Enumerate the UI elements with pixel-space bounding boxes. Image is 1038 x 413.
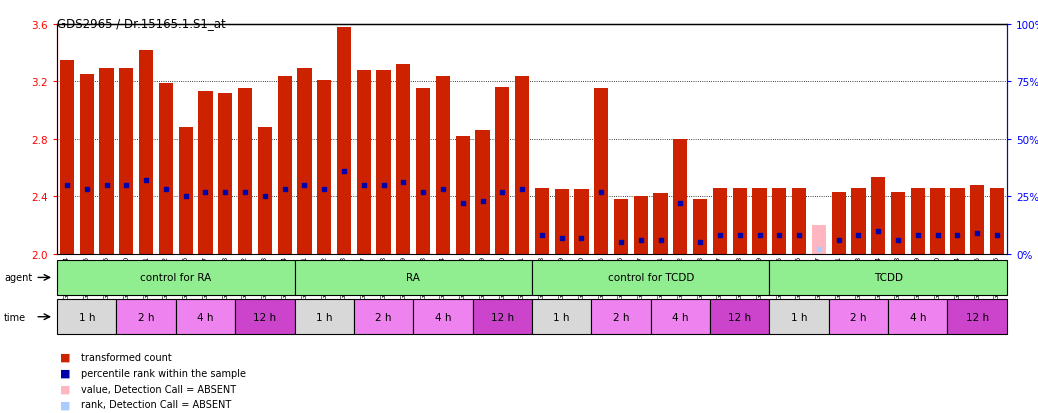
Text: 4 h: 4 h bbox=[909, 312, 926, 322]
Bar bbox=[456, 137, 470, 254]
Bar bbox=[554, 190, 569, 254]
Text: agent: agent bbox=[4, 273, 32, 283]
Bar bbox=[733, 188, 747, 254]
Bar bbox=[377, 71, 390, 254]
Bar bbox=[831, 192, 846, 254]
Text: rank, Detection Call = ABSENT: rank, Detection Call = ABSENT bbox=[81, 399, 231, 409]
Bar bbox=[910, 188, 925, 254]
Bar bbox=[930, 188, 945, 254]
Text: 12 h: 12 h bbox=[491, 312, 514, 322]
Bar bbox=[357, 71, 371, 254]
Bar bbox=[159, 83, 173, 254]
Bar bbox=[971, 185, 984, 254]
Text: percentile rank within the sample: percentile rank within the sample bbox=[81, 368, 246, 378]
Bar bbox=[80, 75, 93, 254]
Bar bbox=[753, 188, 767, 254]
Bar bbox=[950, 188, 964, 254]
Bar bbox=[792, 188, 807, 254]
Bar bbox=[812, 225, 826, 254]
Bar bbox=[475, 131, 490, 254]
Bar bbox=[60, 61, 74, 254]
Text: control for TCDD: control for TCDD bbox=[607, 273, 693, 283]
Bar bbox=[238, 89, 252, 254]
Bar bbox=[317, 81, 331, 254]
Bar bbox=[139, 50, 154, 254]
Bar bbox=[633, 197, 648, 254]
Text: RA: RA bbox=[406, 273, 420, 283]
Bar bbox=[613, 199, 628, 254]
Text: 2 h: 2 h bbox=[376, 312, 391, 322]
Text: transformed count: transformed count bbox=[81, 352, 171, 362]
Text: 2 h: 2 h bbox=[612, 312, 629, 322]
Bar bbox=[515, 76, 529, 254]
Bar bbox=[871, 178, 885, 254]
Text: 2 h: 2 h bbox=[138, 312, 155, 322]
Text: control for RA: control for RA bbox=[140, 273, 212, 283]
Bar bbox=[119, 69, 134, 254]
Bar bbox=[674, 140, 687, 254]
Bar bbox=[179, 128, 193, 254]
Text: GDS2965 / Dr.15165.1.S1_at: GDS2965 / Dr.15165.1.S1_at bbox=[57, 17, 226, 30]
Bar bbox=[436, 76, 450, 254]
Text: TCDD: TCDD bbox=[874, 273, 903, 283]
Text: time: time bbox=[4, 312, 26, 322]
Bar bbox=[257, 128, 272, 254]
Bar bbox=[851, 188, 866, 254]
Bar bbox=[100, 69, 114, 254]
Bar bbox=[535, 188, 549, 254]
Bar bbox=[891, 192, 905, 254]
Bar bbox=[297, 69, 311, 254]
Bar bbox=[693, 199, 707, 254]
Text: 12 h: 12 h bbox=[253, 312, 276, 322]
Bar bbox=[772, 188, 787, 254]
Text: 1 h: 1 h bbox=[316, 312, 332, 322]
Bar bbox=[713, 188, 727, 254]
Bar bbox=[277, 76, 292, 254]
Text: 2 h: 2 h bbox=[850, 312, 867, 322]
Text: 4 h: 4 h bbox=[197, 312, 214, 322]
Bar bbox=[594, 89, 608, 254]
Text: 12 h: 12 h bbox=[965, 312, 989, 322]
Bar bbox=[495, 88, 510, 254]
Bar bbox=[218, 93, 233, 254]
Text: ■: ■ bbox=[60, 368, 71, 378]
Text: 1 h: 1 h bbox=[553, 312, 570, 322]
Bar bbox=[416, 89, 431, 254]
Bar bbox=[337, 28, 351, 254]
Text: 4 h: 4 h bbox=[435, 312, 452, 322]
Bar bbox=[990, 188, 1004, 254]
Bar bbox=[574, 190, 589, 254]
Text: 12 h: 12 h bbox=[729, 312, 752, 322]
Bar bbox=[198, 92, 213, 254]
Text: 1 h: 1 h bbox=[79, 312, 95, 322]
Text: ■: ■ bbox=[60, 352, 71, 362]
Text: 4 h: 4 h bbox=[673, 312, 688, 322]
Text: value, Detection Call = ABSENT: value, Detection Call = ABSENT bbox=[81, 384, 236, 394]
Bar bbox=[654, 194, 667, 254]
Text: 1 h: 1 h bbox=[791, 312, 808, 322]
Text: ■: ■ bbox=[60, 384, 71, 394]
Text: ■: ■ bbox=[60, 399, 71, 409]
Bar bbox=[397, 65, 410, 254]
